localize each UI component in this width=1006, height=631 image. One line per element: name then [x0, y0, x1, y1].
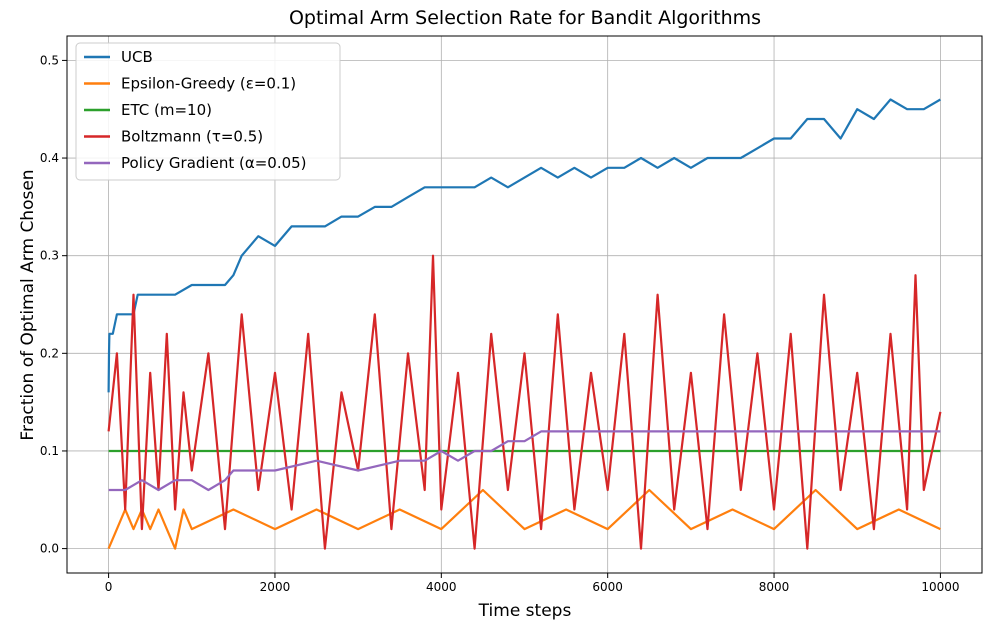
y-tick-label: 0.0	[40, 542, 59, 556]
legend-label-ucb: UCB	[121, 48, 153, 66]
x-tick-label: 8000	[759, 580, 790, 594]
x-tick-label: 6000	[592, 580, 623, 594]
legend-label-etc-m-10: ETC (m=10)	[121, 101, 212, 119]
series-layer	[107, 98, 942, 550]
series-line-policy-gradient-0-05	[108, 430, 941, 492]
series-line-boltzmann-0-5	[107, 254, 942, 550]
legend-box	[75, 42, 341, 181]
y-tick-label: 0.2	[40, 346, 59, 360]
legend: UCB Epsilon-Greedy (ε=0.1) ETC (m=10) Boltz…	[75, 42, 341, 181]
y-tick-label: 0.1	[40, 444, 59, 458]
plot-frame	[66, 35, 983, 574]
x-tick-label: 0	[105, 580, 113, 594]
chart-title: Optimal Arm Selection Rate for Bandit Al…	[289, 7, 761, 29]
ticks: 0 2000 4000 6000 8000 10000 0.0 0.1 0.2 0.3 0.4 0.5	[40, 53, 960, 594]
y-tick-label: 0.4	[40, 151, 59, 165]
series-line-ucb	[107, 98, 941, 393]
legend-label-epsilon-greedy-0-1: Epsilon-Greedy (ε=0.1)	[121, 75, 296, 93]
x-tick-label: 4000	[426, 580, 457, 594]
legend-label-boltzmann-0-5: Boltzmann (τ=0.5)	[121, 128, 263, 146]
x-tick-label: 10000	[921, 580, 959, 594]
y-tick-label: 0.3	[40, 249, 59, 263]
y-tick-label: 0.5	[40, 53, 59, 67]
legend-label-policy-gradient-0-05: Policy Gradient (α=0.05)	[121, 154, 307, 172]
x-axis-label: Time steps	[478, 601, 572, 621]
series-line-epsilon-greedy-0-1	[107, 488, 941, 550]
y-axis-label: Fraction of Optimal Arm Chosen	[18, 169, 38, 440]
x-tick-label: 2000	[260, 580, 291, 594]
